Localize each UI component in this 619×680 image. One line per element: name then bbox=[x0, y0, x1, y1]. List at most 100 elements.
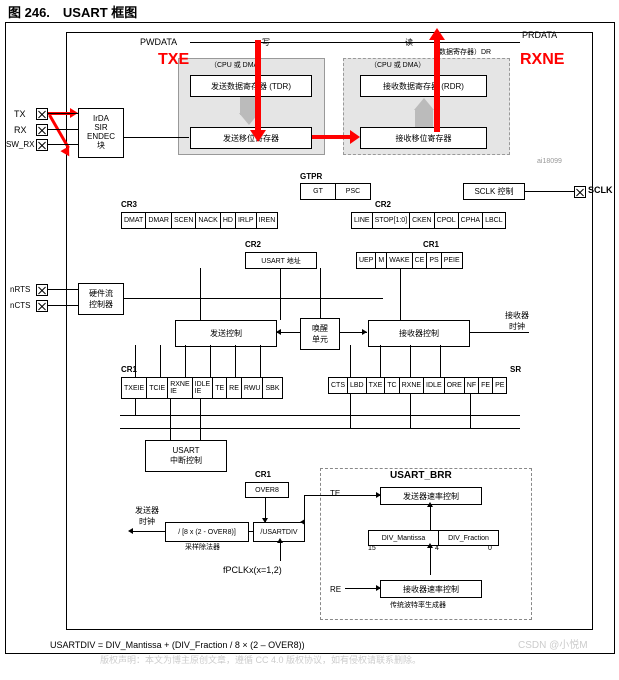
brr-v1 bbox=[430, 504, 431, 530]
cr1x-2: RXNE IE bbox=[168, 378, 192, 398]
swrx-pin-label: SW_RX bbox=[6, 140, 34, 149]
cr1-over8-label: CR1 bbox=[255, 470, 271, 479]
sr-4: RXNE bbox=[400, 378, 424, 393]
ib4 bbox=[350, 393, 351, 428]
dr-note: （数据寄存器）DR bbox=[432, 47, 491, 57]
rxne-arrow-shaft bbox=[434, 40, 440, 132]
cr2c-1: STOP[1:0] bbox=[373, 213, 411, 228]
cr3-6: IREN bbox=[257, 213, 278, 228]
vv9 bbox=[410, 345, 411, 377]
rxne-arrow-head bbox=[429, 28, 445, 40]
small-id: ai18099 bbox=[537, 158, 562, 165]
copyright-watermark: 版权声明：本文为博主原创文章，遵循 CC 4.0 版权协议，如有侵权请联系删除。 bbox=[100, 653, 421, 666]
cr1-tx-row: TXEIE TCIE RXNE IE IDLE IE TE RE RWU SBK bbox=[121, 377, 283, 399]
v3 bbox=[320, 268, 321, 318]
brr-v2 bbox=[430, 545, 431, 575]
gtpr-gt: GT bbox=[301, 184, 336, 199]
sclk-label: SCLK bbox=[588, 185, 613, 195]
brr-label: USART_BRR bbox=[390, 470, 452, 481]
ib6 bbox=[470, 393, 471, 428]
ncts-pin bbox=[36, 300, 48, 312]
sr-3: TC bbox=[385, 378, 399, 393]
brr-ah2 bbox=[427, 543, 433, 548]
pwdata-label: PWDATA bbox=[140, 37, 177, 47]
cr2-addr-box: USART 地址 bbox=[245, 252, 317, 269]
sr-2: TXE bbox=[367, 378, 386, 393]
sclk-pin-box bbox=[574, 186, 586, 198]
cr2-clk-label: CR2 bbox=[375, 200, 391, 209]
txrate-udiv-v bbox=[304, 495, 305, 522]
cr2c-2: CKEN bbox=[410, 213, 434, 228]
vv1 bbox=[135, 345, 136, 377]
num4: 4 bbox=[435, 545, 439, 552]
csdn-watermark: CSDN @小悦M bbox=[518, 636, 588, 651]
cr1t-1: M bbox=[376, 253, 387, 268]
num15: 15 bbox=[368, 545, 376, 552]
int-bus bbox=[120, 415, 520, 416]
rx-grey-arrow bbox=[415, 110, 433, 128]
pwdata-line bbox=[190, 42, 390, 43]
div-frac: DIV_Fraction bbox=[439, 531, 498, 545]
sr-5: IDLE bbox=[424, 378, 445, 393]
fpclk-v bbox=[280, 541, 281, 561]
rx-shift-box: 接收移位寄存器 bbox=[360, 127, 487, 149]
cr1x-6: RWU bbox=[242, 378, 264, 398]
cpu-dma-r: （CPU 或 DMA） bbox=[370, 60, 425, 70]
vv8 bbox=[380, 345, 381, 377]
cr3-3: NACK bbox=[196, 213, 220, 228]
vv10 bbox=[440, 345, 441, 377]
lcts bbox=[48, 305, 78, 306]
ncts-label: nCTS bbox=[10, 301, 30, 310]
re-label: RE bbox=[330, 585, 341, 594]
nrts-pin bbox=[36, 284, 48, 296]
txrate-udiv-h bbox=[304, 495, 380, 496]
sample-div-box: / [8 x (2 - OVER8)] bbox=[165, 522, 249, 542]
cr2c-3: CPOL bbox=[435, 213, 459, 228]
ah2 bbox=[276, 329, 281, 335]
vv3 bbox=[185, 345, 186, 377]
num0: 0 bbox=[488, 545, 492, 552]
vv4 bbox=[210, 345, 211, 377]
gtpr-label: GTPR bbox=[300, 172, 322, 181]
tx-pin-label: TX bbox=[14, 109, 26, 119]
te-label: TE bbox=[330, 489, 340, 498]
v2 bbox=[280, 268, 281, 320]
shift-red-arrow bbox=[312, 135, 352, 139]
sclk-ctrl-box: SCLK 控制 bbox=[463, 183, 525, 200]
hwflow-box: 硬件流 控制器 bbox=[78, 283, 124, 315]
formula: USARTDIV = DIV_Mantissa + (DIV_Fraction … bbox=[50, 640, 305, 650]
vv5 bbox=[235, 345, 236, 377]
irda-block: IrDA SIR ENDEC 块 bbox=[78, 108, 124, 158]
shift-red-head bbox=[350, 130, 360, 144]
tdr-box: 发送数据寄存器 (TDR) bbox=[190, 75, 312, 97]
fpclk-label: fPCLKx(x=1,2) bbox=[223, 565, 282, 575]
sr-9: PE bbox=[493, 378, 506, 393]
cr2-addr-label: CR2 bbox=[245, 240, 261, 249]
prdata-line bbox=[390, 42, 520, 43]
cr3-label: CR3 bbox=[121, 200, 137, 209]
ib5 bbox=[410, 393, 411, 428]
usart-int-box: USART 中断控制 bbox=[145, 440, 227, 472]
vv6 bbox=[260, 345, 261, 377]
irda-to-txshift bbox=[123, 137, 189, 138]
txrate-udiv-ah bbox=[300, 519, 305, 525]
cr1x-4: TE bbox=[213, 378, 227, 398]
figure-title: 图 246. USART 框图 bbox=[8, 2, 137, 21]
rx-clk-line bbox=[469, 332, 529, 333]
sr-row: CTS LBD TXE TC RXNE IDLE ORE NF FE PE bbox=[328, 377, 507, 394]
txclk-line bbox=[130, 531, 165, 532]
gtpr-row: GT PSC bbox=[300, 183, 371, 200]
cr3-0: DMAT bbox=[122, 213, 146, 228]
rx-pin-label: RX bbox=[14, 125, 27, 135]
cr2-clk-row: LINE STOP[1:0] CKEN CPOL CPHA LBCL bbox=[351, 212, 506, 229]
sr-1: LBD bbox=[348, 378, 367, 393]
txe-arrow-head bbox=[250, 130, 266, 142]
v1 bbox=[200, 268, 201, 320]
rx-rate-box: 接收器速率控制 bbox=[380, 580, 482, 598]
cr1t-5: PEIE bbox=[442, 253, 462, 268]
cr2c-4: CPHA bbox=[459, 213, 483, 228]
cr1t-4: PS bbox=[427, 253, 441, 268]
l3 bbox=[48, 144, 78, 145]
rx-pin-box bbox=[36, 124, 48, 136]
txe-arrow-shaft bbox=[255, 40, 261, 132]
